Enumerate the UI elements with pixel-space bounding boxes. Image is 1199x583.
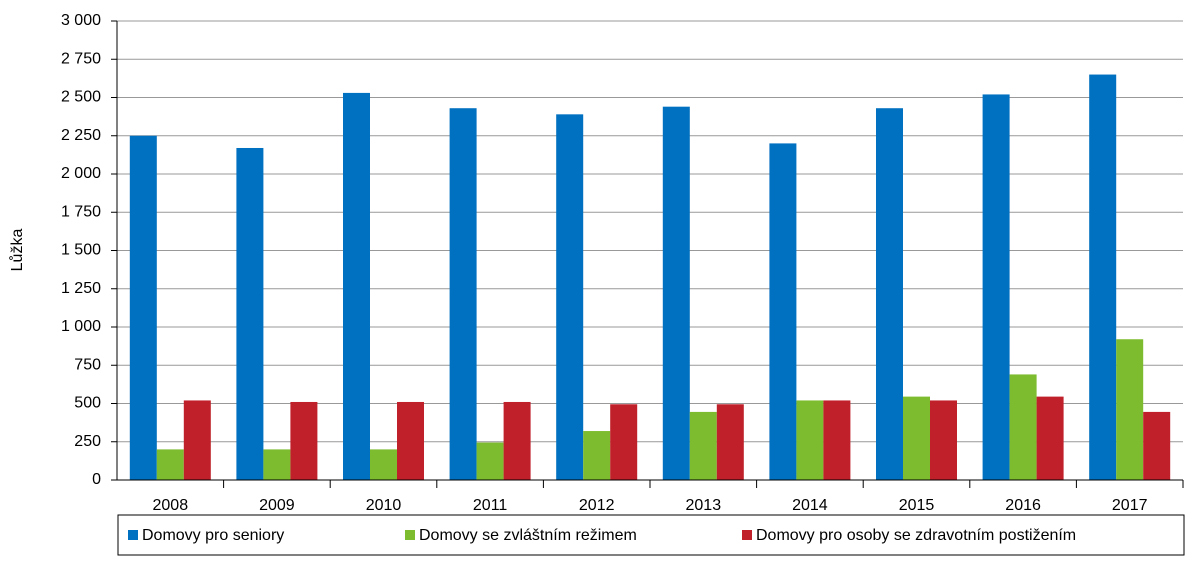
- x-tick-label: 2012: [579, 497, 615, 514]
- y-tick-label: 750: [74, 356, 101, 373]
- bar: [1036, 396, 1064, 480]
- legend-label: Domovy se zvláštním režimem: [419, 527, 637, 544]
- bar: [1143, 411, 1171, 480]
- bar: [823, 400, 851, 480]
- bar: [236, 147, 264, 481]
- y-tick-label: 1 000: [61, 318, 101, 335]
- bar: [689, 411, 717, 480]
- y-tick-label: 2 000: [61, 165, 101, 182]
- bar: [449, 108, 477, 481]
- x-tick-label: 2008: [153, 497, 189, 514]
- bar: [769, 143, 797, 480]
- bar: [263, 449, 291, 480]
- legend-label: Domovy pro seniory: [142, 527, 284, 544]
- bar: [156, 449, 184, 480]
- legend-swatch: [742, 530, 752, 540]
- x-tick-label: 2015: [899, 497, 935, 514]
- bar: [610, 404, 638, 480]
- y-tick-label: 2 250: [61, 127, 101, 144]
- x-tick-label: 2014: [792, 497, 828, 514]
- bar: [1116, 339, 1144, 480]
- legend-box: [117, 514, 1185, 556]
- bar: [290, 401, 318, 480]
- y-tick-label: 500: [74, 395, 101, 412]
- bar: [876, 108, 903, 481]
- x-tick-label: 2017: [1112, 497, 1148, 514]
- bar: [129, 135, 157, 480]
- y-axis-label: Lůžka: [8, 229, 26, 272]
- x-tick-label: 2016: [1005, 497, 1041, 514]
- legend-swatch: [128, 530, 138, 540]
- bar: [930, 400, 957, 480]
- bar: [370, 449, 397, 480]
- bar: [343, 92, 370, 480]
- y-tick-label: 2 750: [61, 50, 101, 67]
- legend-swatch: [405, 530, 415, 540]
- bar: [183, 400, 211, 480]
- bar: [503, 401, 531, 480]
- y-tick-label: 3 000: [61, 12, 101, 29]
- y-tick-label: 1 500: [61, 242, 101, 259]
- x-tick-label: 2009: [259, 497, 295, 514]
- bar: [583, 431, 611, 480]
- y-tick-label: 0: [92, 471, 101, 488]
- bar: [662, 106, 690, 481]
- y-tick-label: 2 500: [61, 89, 101, 106]
- bar: [982, 94, 1010, 480]
- bar: [1089, 74, 1117, 481]
- bar: [903, 396, 930, 480]
- bar: [716, 404, 744, 480]
- bar: [1009, 374, 1037, 480]
- y-tick-label: 1 250: [61, 280, 101, 297]
- bar: [397, 401, 424, 480]
- y-tick-label: 1 750: [61, 203, 101, 220]
- bar: [796, 400, 824, 480]
- legend-label: Domovy pro osoby se zdravotním postižení…: [756, 527, 1076, 544]
- x-tick-label: 2013: [686, 497, 722, 514]
- bar: [476, 442, 504, 480]
- y-tick-label: 250: [74, 433, 101, 450]
- x-tick-label: 2011: [473, 497, 508, 514]
- x-tick-label: 2010: [366, 497, 402, 514]
- bar: [556, 114, 584, 480]
